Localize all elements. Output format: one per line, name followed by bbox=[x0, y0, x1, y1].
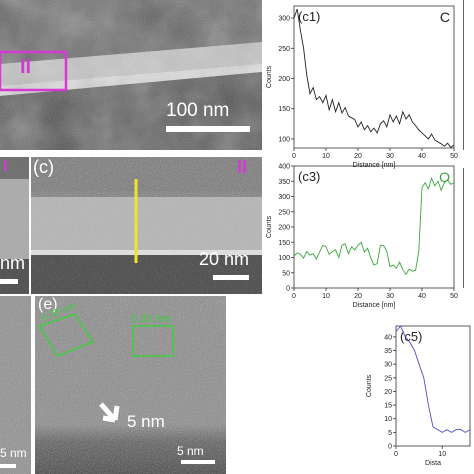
y-tick-label: 0 bbox=[388, 444, 392, 451]
scale-bar-e bbox=[181, 460, 215, 464]
chart-c3-svg: 0 10 20 30 40 50 0 50 100 150 200 250 300 350 400 Dista… bbox=[266, 164, 458, 310]
x-tick-label: 30 bbox=[386, 293, 394, 300]
y-tick-label: 100 bbox=[278, 255, 290, 262]
x-axis-label: Distance [nm] bbox=[353, 162, 396, 169]
y-tick-label: 35 bbox=[384, 348, 392, 355]
chart-c1-svg: 0 10 20 30 40 50 100 150 200 250 300 Distance [nm] C… bbox=[266, 5, 458, 169]
y-tick-label: 0 bbox=[286, 286, 290, 293]
y-tick-label: 400 bbox=[278, 164, 290, 171]
y-tick-label: 5 bbox=[388, 430, 392, 437]
series-line-c5 bbox=[395, 325, 471, 433]
scale-label-d-edge: 5 nm bbox=[0, 446, 27, 460]
y-tick-label: 200 bbox=[278, 225, 290, 232]
x-tick-label: 0 bbox=[394, 451, 398, 458]
tem-panel-c-left: I nm bbox=[0, 157, 29, 294]
region-box-ii bbox=[0, 50, 68, 92]
y-tick-label: 25 bbox=[384, 375, 392, 382]
element-label-c1: C bbox=[440, 9, 450, 25]
y-axis-label: Counts bbox=[366, 374, 373, 397]
panel-label-e: (e) bbox=[38, 296, 58, 313]
lattice-box-1 bbox=[38, 313, 95, 357]
chart-c1: 0 10 20 30 40 50 100 150 200 250 300 Distance [nm] C… bbox=[262, 0, 462, 169]
tem-image-c bbox=[31, 157, 262, 294]
panel-label-c5: (c5) bbox=[400, 329, 422, 344]
tem-panel-c: (c) II 20 nm bbox=[31, 157, 262, 294]
y-tick-label: 200 bbox=[278, 76, 290, 83]
y-tick-label: 150 bbox=[278, 240, 290, 247]
series-line-c3 bbox=[293, 176, 455, 276]
tem-image-e bbox=[35, 296, 226, 474]
tem-panel-d-edge: 5 nm bbox=[0, 296, 31, 474]
tem-image-b bbox=[0, 0, 262, 150]
panel-label-c1: (c1) bbox=[298, 9, 320, 24]
y-tick-label: 350 bbox=[278, 179, 290, 186]
scale-bar-label-c: 20 nm bbox=[199, 249, 250, 269]
x-axis-label: Dista bbox=[425, 460, 441, 467]
x-tick-label: 0 bbox=[292, 153, 296, 160]
region-label-ii-c: II bbox=[237, 157, 248, 177]
element-label-c3: O bbox=[439, 169, 450, 185]
scale-bar-b bbox=[166, 126, 250, 132]
plot-frame bbox=[293, 5, 455, 149]
series-line-c1 bbox=[293, 8, 455, 149]
chart-c5-svg: 0 10 0 5 10 15 20 25 30 35 40 Dista Counts (c5) bbox=[366, 325, 471, 467]
y-tick-label: 250 bbox=[278, 209, 290, 216]
y-tick-label: 30 bbox=[384, 362, 392, 369]
chart-c3: 0 10 20 30 40 50 0 50 100 150 200 250 300 350 400 Dista… bbox=[262, 160, 462, 310]
tem-image-c-left bbox=[0, 157, 29, 294]
y-axis-label: Counts bbox=[266, 65, 273, 88]
region-label-ii: II bbox=[20, 56, 32, 78]
x-tick-label: 50 bbox=[450, 153, 458, 160]
tem-panel-e: (e) 0.35 nm 0.33 nm 5 nm 5 nm bbox=[35, 296, 226, 474]
scale-bar-label-b: 100 nm bbox=[166, 100, 230, 121]
chart-stub-right-mid bbox=[463, 168, 474, 288]
x-tick-label: 40 bbox=[418, 293, 426, 300]
lattice-box-2 bbox=[132, 325, 174, 357]
x-tick-label: 20 bbox=[354, 293, 362, 300]
y-tick-label: 10 bbox=[384, 416, 392, 423]
x-tick-label: 0 bbox=[292, 293, 296, 300]
arrow-label: 5 nm bbox=[127, 412, 165, 431]
x-axis-label: Distance [nm] bbox=[353, 302, 396, 309]
y-tick-label: 150 bbox=[278, 106, 290, 113]
chart-c5: 0 10 0 5 10 15 20 25 30 35 40 Dista Counts (c5) bbox=[362, 318, 474, 474]
chart-stub-right-top bbox=[463, 0, 474, 150]
y-tick-label: 100 bbox=[278, 136, 290, 143]
panel-label-c3: (c3) bbox=[298, 169, 320, 184]
scale-bar-c bbox=[213, 275, 249, 280]
plot-frame bbox=[395, 325, 471, 447]
x-tick-label: 10 bbox=[322, 293, 330, 300]
tem-panel-b: II 100 nm bbox=[0, 0, 262, 150]
scale-bar-label-e: 5 nm bbox=[177, 444, 204, 458]
x-tick-label: 10 bbox=[322, 153, 330, 160]
y-tick-label: 50 bbox=[282, 270, 290, 277]
x-tick-label: 40 bbox=[418, 153, 426, 160]
x-tick-label: 30 bbox=[386, 153, 394, 160]
y-tick-label: 300 bbox=[278, 194, 290, 201]
scale-label-c-left: nm bbox=[0, 253, 26, 273]
lattice-spacing-2: 0.33 nm bbox=[131, 313, 171, 325]
panel-label-c: (c) bbox=[33, 157, 54, 177]
y-tick-label: 40 bbox=[384, 334, 392, 341]
y-tick-label: 15 bbox=[384, 403, 392, 410]
tem-image-d-edge bbox=[0, 296, 31, 474]
y-tick-label: 250 bbox=[278, 46, 290, 53]
arrow-icon bbox=[99, 402, 120, 423]
region-label-i: I bbox=[3, 158, 8, 175]
x-tick-label: 20 bbox=[354, 153, 362, 160]
y-tick-label: 20 bbox=[384, 389, 392, 396]
x-tick-label: 50 bbox=[450, 293, 458, 300]
y-tick-label: 300 bbox=[278, 16, 290, 23]
x-tick-label: 10 bbox=[438, 451, 446, 458]
y-axis-label: Counts bbox=[266, 215, 273, 238]
